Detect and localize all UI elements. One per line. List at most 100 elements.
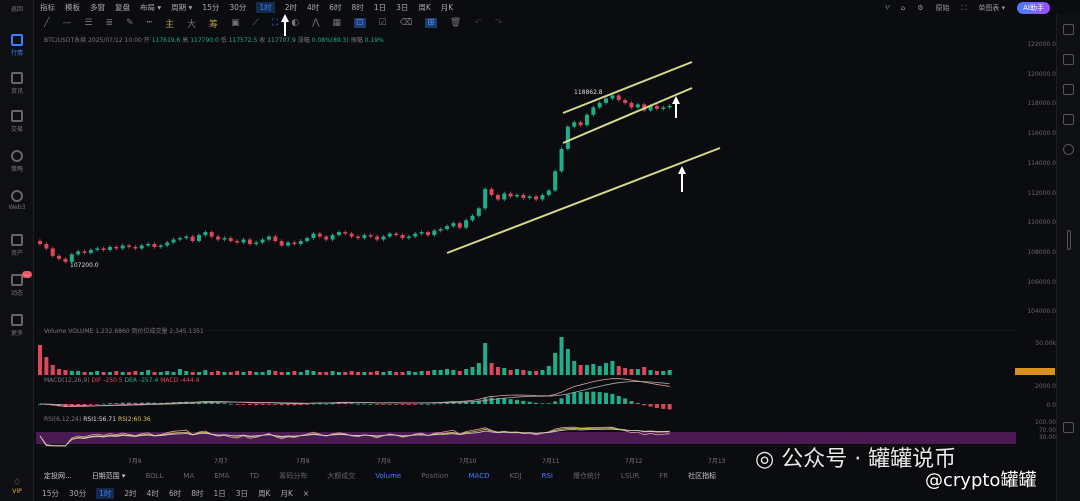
indicator-volume[interactable]: Volume [375,472,402,480]
sidebar-item-feed[interactable]: 动态 ... [0,271,34,297]
indicator-button[interactable]: 指标 [40,2,55,12]
trades-icon[interactable] [1063,84,1074,95]
depth-icon[interactable] [1063,54,1074,65]
channel-upper-line[interactable] [562,61,693,114]
indicator-toggle-icon[interactable]: ⅟ [884,4,889,12]
scrollbar-handle[interactable] [1067,230,1071,250]
interval-3d[interactable]: 3日 [235,489,249,498]
redo-icon[interactable]: ↷ [494,18,503,28]
interval-2h[interactable]: 2时 [124,489,137,498]
period-dropdown[interactable]: 周期 ▾ [171,2,193,12]
note-tool-icon[interactable]: ☑ [378,18,387,28]
trash-icon[interactable]: 🗑 [449,18,462,28]
orders-icon[interactable] [1063,24,1074,35]
horizontal-line-tool-icon[interactable]: — [62,18,72,28]
original-view-button[interactable]: 原始 [935,4,950,12]
community-indicators[interactable]: 社区指标 [688,472,717,480]
calc-icon[interactable] [1063,114,1074,125]
single-chart-dropdown[interactable]: 单图表 ▾ [978,4,1006,12]
text-tool-icon[interactable]: 主 [165,19,175,30]
indicator-boll[interactable]: BOLL [145,472,164,480]
template-button[interactable]: 模板 [65,2,80,12]
interval-3d[interactable]: 3日 [396,2,409,12]
interval-4h[interactable]: 4时 [306,2,320,12]
interval-month[interactable]: 月K [280,489,293,498]
replay-button[interactable]: 复盘 [115,2,130,12]
interval-week[interactable]: 周K [418,2,431,12]
interval-6h[interactable]: 6时 [168,489,182,498]
indicator-kdj[interactable]: KDJ [509,472,522,480]
text-big-tool-icon[interactable]: 大 [187,19,197,30]
indicator-td[interactable]: TD [249,472,260,480]
dash-tool-icon[interactable]: ┅ [146,18,153,28]
interval-8h[interactable]: 8时 [191,489,204,498]
macd-histogram-bar [241,404,246,405]
vip-button[interactable]: ♢ VIP [0,478,34,495]
sidebar-item-news[interactable]: 资讯 [0,72,34,95]
interval-2h[interactable]: 2时 [284,2,297,12]
interval-30m[interactable]: 30分 [69,489,87,498]
back-link[interactable]: 返回 [10,6,23,13]
layout-dropdown[interactable]: 布局 ▾ [140,2,162,12]
indicator-position[interactable]: Position [421,472,449,480]
erase-tool-icon[interactable]: ⌫ [399,18,413,28]
trend-line-tool-icon[interactable]: ╱ [44,18,50,28]
sidebar-item-trade[interactable]: 交易 [0,110,34,133]
eye-tool-icon[interactable]: ◐ [291,18,300,28]
interval-15m[interactable]: 15分 [42,489,60,498]
indicator-macd[interactable]: MACD [468,472,490,480]
range-tool-icon[interactable]: ⊡ [353,18,366,28]
ai-assistant-button[interactable]: AI助手 [1017,2,1050,14]
undo-icon[interactable]: ↶ [474,18,482,28]
sidebar-item-more[interactable]: 更多 [0,314,34,337]
interval-4h[interactable]: 4时 [146,489,159,498]
interval-15m[interactable]: 15分 [202,2,220,12]
indicator-ma[interactable]: MA [183,472,195,480]
interval-1h[interactable]: 1时 [96,488,115,499]
sidebar-item-assets[interactable]: 资产 [0,234,34,257]
fib-tool-icon[interactable]: ≣ [105,18,114,28]
clock-icon[interactable] [1063,144,1074,155]
grid-tool-icon[interactable]: ▦ [332,18,341,28]
sidebar-item-web3[interactable]: Web3 [0,190,34,211]
indicator-rsi[interactable]: RSI [541,472,553,480]
interval-month[interactable]: 月K [440,2,454,12]
interval-8h[interactable]: 8时 [351,2,364,12]
macd-histogram-bar [400,404,405,405]
layers-tool-icon[interactable]: ⊞ [425,18,437,28]
calendar-icon[interactable] [1063,422,1074,433]
support-trendline[interactable] [446,147,721,254]
chip-tool-icon[interactable]: 筹 [209,19,219,30]
indicator-ema[interactable]: EMA [214,472,230,480]
price-chart[interactable] [0,0,1056,470]
pattern-tool-icon[interactable]: ⋀ [312,18,320,28]
measure-tool-icon[interactable]: ▣ [231,18,240,28]
date-range-dropdown[interactable]: 日期范围 ▾ [91,472,126,480]
multi-window-button[interactable]: 多窗 [90,2,105,12]
indicator-chip[interactable]: 筹码分布 [279,472,308,480]
camera-icon[interactable]: ⌂ [900,4,906,12]
brush-tool-icon[interactable]: ✎ [126,18,134,28]
indicator-lsur[interactable]: LSUR [620,472,640,480]
channel-lower-line[interactable] [562,87,693,144]
dca-button[interactable]: 定投网... [44,472,72,480]
interval-6h[interactable]: 6时 [329,2,342,12]
interval-week[interactable]: 周K [258,489,271,498]
indicator-fr[interactable]: FR [659,472,669,480]
sidebar-item-strategy[interactable]: 策略 [0,150,34,173]
channel-tool-icon[interactable]: ☰ [84,18,93,28]
magnet-tool-icon[interactable]: ⛶ [271,18,279,28]
interval-30m[interactable]: 30分 [229,2,247,12]
sidebar-item-market[interactable]: 行情 [0,34,34,57]
indicator-liquidation[interactable]: 爆仓统计 [572,472,601,480]
interval-1h[interactable]: 1时 [256,1,275,13]
settings-icon[interactable]: ⚙ [917,4,924,12]
ruler-tool-icon[interactable]: ⟋ [252,18,259,28]
macd-histogram-bar [139,402,144,404]
interval-1d[interactable]: 1日 [213,489,226,498]
interval-1d[interactable]: 1日 [373,2,387,12]
fullscreen-icon[interactable]: ⛶ [961,3,967,12]
indicator-large-trades[interactable]: 大额成交 [327,472,356,480]
close-bar-button[interactable]: × [302,489,310,498]
volume-bar [88,372,93,375]
